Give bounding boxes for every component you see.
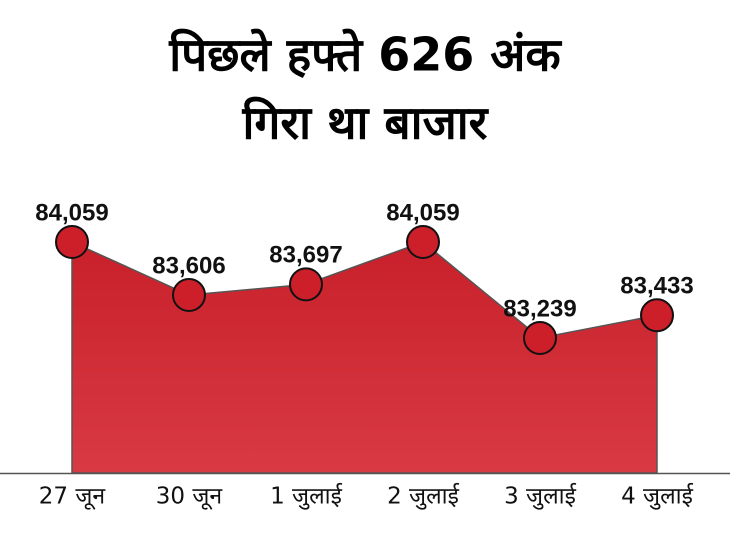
point [640, 298, 674, 333]
point [523, 321, 557, 355]
x-tick-label: 1 जुलाई [270, 483, 343, 511]
point [406, 225, 440, 259]
x-tick-label: 4 जुलाई [621, 483, 694, 511]
value-label: 83,697 [269, 242, 342, 269]
x-tick-label: 27 जून [39, 484, 107, 511]
value-label: 83,606 [152, 252, 225, 279]
x-tick-label: 2 जुलाई [387, 483, 460, 511]
value-label: 84,059 [35, 199, 108, 226]
value-label: 83,239 [503, 295, 576, 322]
point [172, 278, 206, 313]
value-label: 84,059 [386, 199, 459, 226]
chart-title: पिछले हफ्ते 626 अंक [168, 28, 562, 82]
point [289, 267, 323, 302]
value-label: 83,433 [620, 273, 693, 300]
x-tick-label: 3 जुलाई [504, 483, 577, 511]
point [55, 225, 89, 259]
chart-title: गिरा था बाजार [242, 96, 490, 150]
x-tick-label: 30 जून [156, 484, 224, 511]
